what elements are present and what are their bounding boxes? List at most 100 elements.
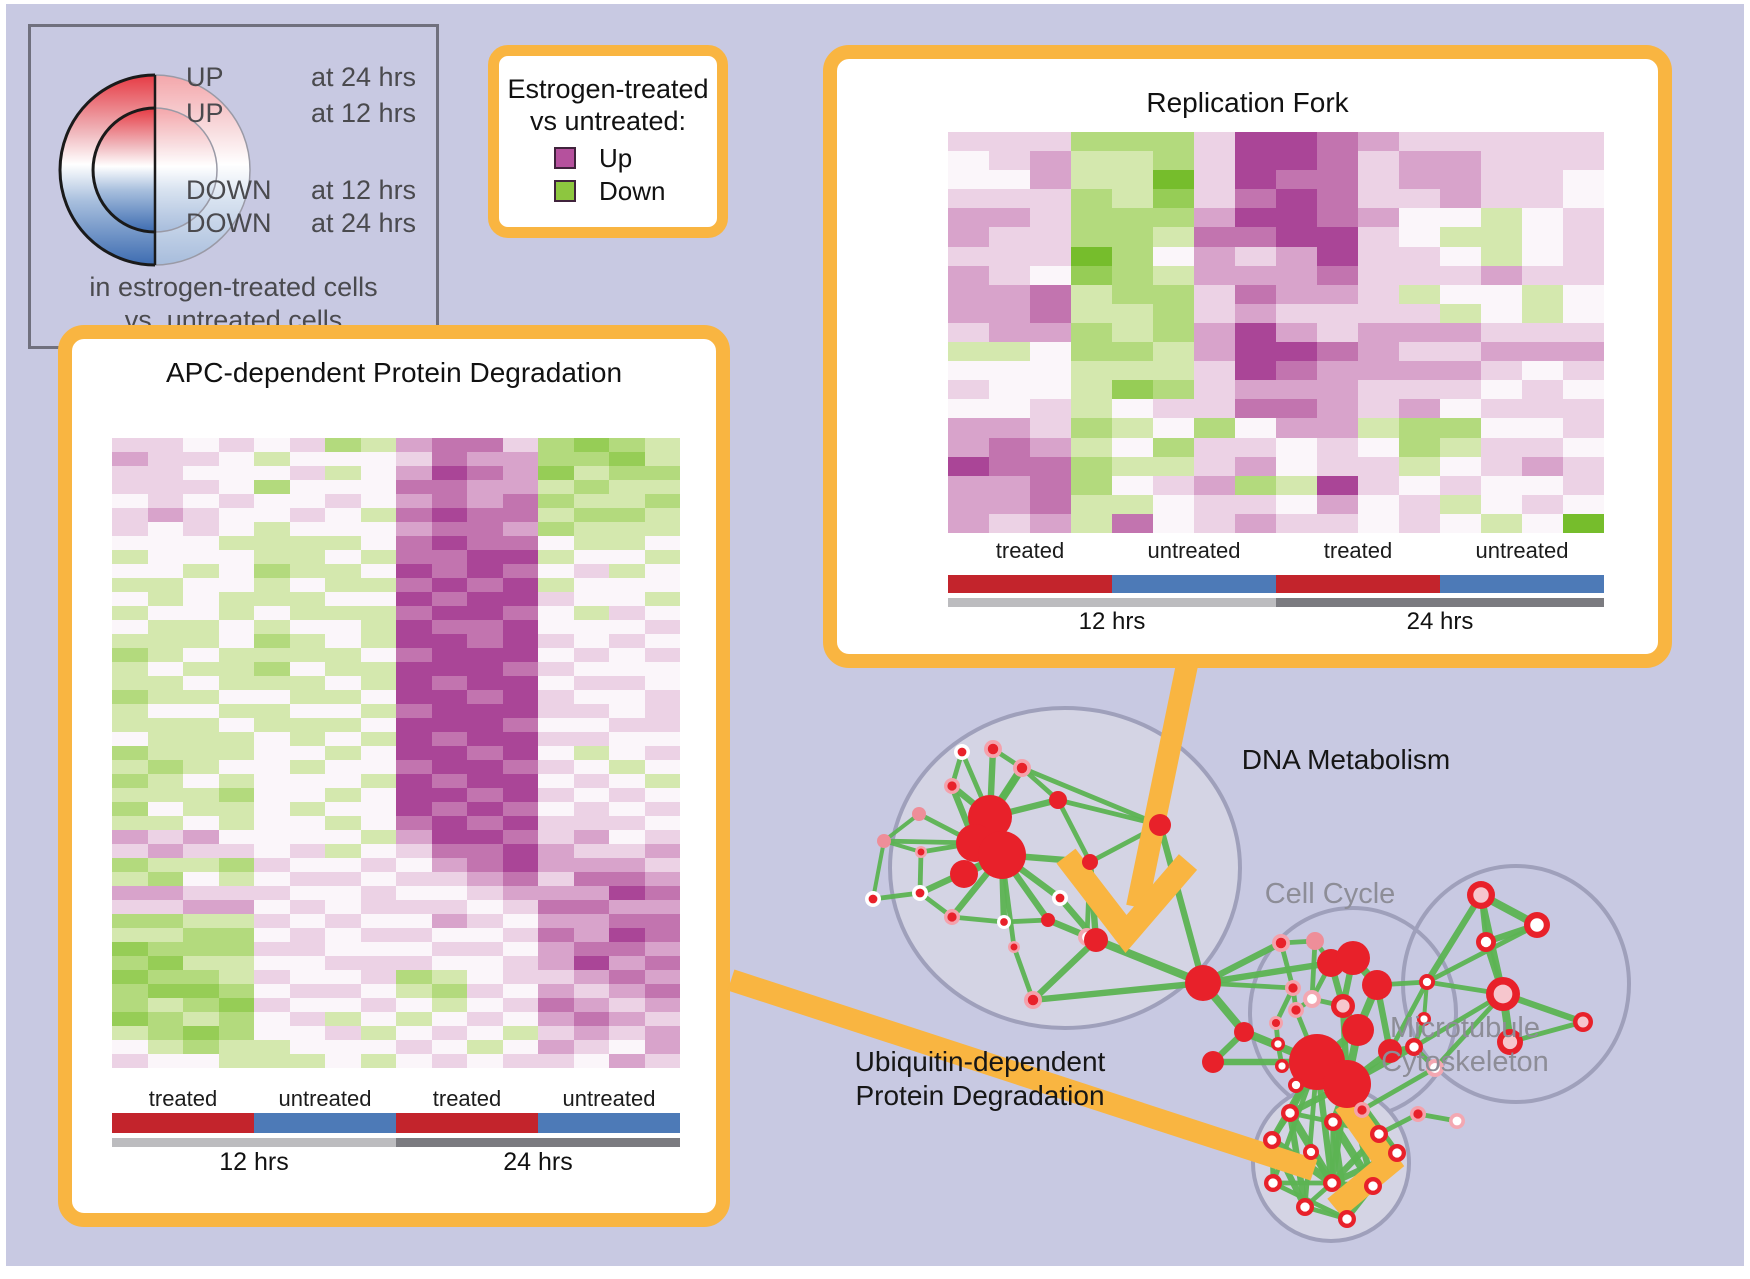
heatmap-cell — [1071, 322, 1112, 343]
heatmap-cell — [989, 303, 1030, 323]
heatmap-cell — [502, 438, 538, 452]
heatmap-cell — [573, 914, 609, 928]
heatmap-cell — [289, 1012, 325, 1026]
heatmap-cell — [289, 648, 325, 662]
heatmap-cell — [467, 508, 503, 522]
heatmap-cell — [989, 227, 1030, 247]
heatmap-cell — [1276, 303, 1317, 323]
heatmap-cell — [325, 914, 361, 928]
heatmap-cell — [538, 900, 574, 914]
heatmap-cell — [254, 620, 290, 634]
heatmap-cell — [1399, 361, 1440, 381]
heatmap-cell — [218, 774, 254, 788]
heatmap-cell — [112, 830, 148, 844]
heatmap-cell — [1112, 132, 1153, 152]
heatmap-cell — [644, 550, 680, 564]
heatmap-cell — [989, 380, 1030, 400]
heatmap-cell — [467, 522, 503, 536]
heatmap-cell — [502, 830, 538, 844]
heatmap-cell — [289, 900, 325, 914]
heatmap-cell — [147, 774, 183, 788]
heatmap-cell — [112, 452, 148, 466]
heatmap-cell — [147, 816, 183, 830]
heatmap-cell — [360, 872, 396, 886]
heatmap-cell — [502, 620, 538, 634]
heatmap-cell — [360, 914, 396, 928]
apc-group-label: untreated — [278, 1086, 372, 1111]
heatmap-cell — [1522, 246, 1563, 266]
heatmap-cell — [1276, 475, 1317, 495]
heatmap-cell — [502, 634, 538, 648]
heatmap-cell — [1153, 456, 1194, 476]
heatmap-cell — [218, 480, 254, 494]
heatmap-cell — [254, 634, 290, 648]
heatmap-cell — [289, 928, 325, 942]
heatmap-cell — [1317, 513, 1358, 533]
heatmap-cell — [538, 536, 574, 550]
heatmap-cell — [147, 900, 183, 914]
heatmap-cell — [609, 690, 645, 704]
heatmap-cell — [573, 1026, 609, 1040]
heatmap-cell — [431, 564, 467, 578]
heatmap-cell — [609, 662, 645, 676]
heatmap-cell — [1071, 361, 1112, 381]
heatmap-cell — [1399, 322, 1440, 343]
heatmap-cell — [644, 1012, 680, 1026]
heatmap-cell — [467, 746, 503, 760]
heatmap-cell — [502, 536, 538, 550]
heatmap-cell — [325, 956, 361, 970]
heatmap-cell — [573, 970, 609, 984]
heatmap-cell — [325, 578, 361, 592]
heatmap-cell — [147, 536, 183, 550]
heatmap-cell — [183, 970, 219, 984]
heatmap-cell — [1071, 208, 1112, 228]
heatmap-cell — [467, 648, 503, 662]
heatmap-cell — [254, 914, 290, 928]
heatmap-cell — [1030, 361, 1071, 381]
heatmap-cell — [360, 774, 396, 788]
heatmap-cell — [218, 1012, 254, 1026]
heatmap-cell — [644, 872, 680, 886]
heatmap-cell — [431, 550, 467, 564]
heatmap-cell — [254, 928, 290, 942]
heatmap-cell — [538, 634, 574, 648]
heatmap-cell — [112, 774, 148, 788]
heatmap-cell — [289, 746, 325, 760]
heatmap-cell — [1481, 170, 1522, 190]
heatmap-cell — [467, 480, 503, 494]
repfork-group-label: treated — [995, 538, 1065, 563]
heatmap-cell — [360, 662, 396, 676]
heatmap-cell — [147, 844, 183, 858]
heatmap-cell — [147, 1054, 183, 1068]
key-up-24-word: UP — [186, 62, 224, 92]
heatmap-cell — [218, 690, 254, 704]
heatmap-cell — [1358, 361, 1399, 381]
heatmap-cell — [948, 380, 989, 400]
heatmap-cell — [431, 620, 467, 634]
heatmap-cell — [1481, 380, 1522, 400]
heatmap-cell — [360, 718, 396, 732]
heatmap-cell — [502, 998, 538, 1012]
heatmap-cell — [360, 634, 396, 648]
heatmap-cell — [467, 606, 503, 620]
heatmap-cell — [1440, 475, 1481, 495]
heatmap-cell — [948, 189, 989, 209]
heatmap-cell — [360, 494, 396, 508]
heatmap-cell — [431, 858, 467, 872]
heatmap-cell — [360, 452, 396, 466]
heatmap-cell — [989, 494, 1030, 514]
heatmap-cell — [396, 620, 432, 634]
heatmap-cell — [573, 830, 609, 844]
heatmap-cell — [538, 844, 574, 858]
heatmap-cell — [948, 132, 989, 152]
heatmap-cell — [112, 886, 148, 900]
heatmap-cell — [467, 550, 503, 564]
heatmap-cell — [1112, 246, 1153, 266]
heatmap-cell — [325, 858, 361, 872]
heatmap-cell — [254, 802, 290, 816]
heatmap-cell — [431, 592, 467, 606]
heatmap-cell — [948, 151, 989, 171]
heatmap-cell — [360, 606, 396, 620]
heatmap-cell — [644, 984, 680, 998]
heatmap-cell — [502, 662, 538, 676]
